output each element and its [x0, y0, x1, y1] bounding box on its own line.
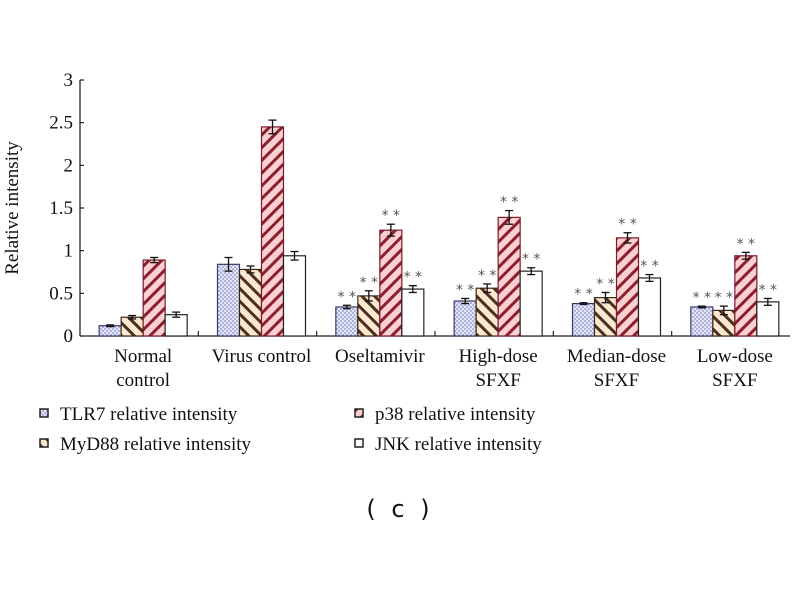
bar [142, 259, 166, 337]
bars: * ** ** ** ** ** ** ** ** ** ** ** ** * *… [98, 119, 780, 337]
category-label: High-dose [459, 346, 538, 367]
category-label: SFXF [475, 370, 520, 391]
bar-chart: 00.511.522.53 * ** ** ** ** ** ** ** ** … [2, 70, 790, 455]
bar [120, 316, 144, 337]
legend: TLR7 relative intensity MyD88 relative in… [39, 404, 542, 455]
bar [260, 126, 285, 337]
category-label: Low-dose [697, 346, 773, 367]
bar [379, 229, 403, 337]
y-tick-label: 1.5 [49, 198, 73, 219]
y-axis-label: Relative intensity [2, 141, 23, 275]
significance-marker: * * [478, 268, 496, 284]
bar [475, 287, 499, 337]
legend-label: TLR7 relative intensity [60, 404, 238, 425]
y-tick-label: 3 [64, 70, 74, 91]
legend-swatch [39, 438, 49, 448]
bar [690, 306, 714, 337]
bar [615, 237, 640, 337]
bar [335, 306, 359, 337]
bar [282, 255, 307, 337]
category-label: control [116, 370, 170, 391]
legend-swatch [39, 408, 49, 418]
significance-marker: * * [759, 282, 777, 298]
significance-marker: * * [640, 259, 658, 275]
bar [637, 277, 662, 337]
bar [238, 268, 263, 337]
y-tick-label: 0.5 [49, 283, 73, 304]
significance-marker: * * [382, 208, 400, 224]
significance-marker: * * [338, 289, 356, 305]
category-label: SFXF [594, 370, 639, 391]
bar [734, 255, 758, 337]
bar [519, 270, 543, 337]
significance-marker: * * [715, 290, 733, 306]
legend-swatch [354, 408, 364, 418]
category-label: Virus control [212, 346, 312, 367]
significance-marker: * * [456, 282, 474, 298]
significance-marker: * * [693, 290, 711, 306]
significance-marker: * * [404, 270, 422, 286]
y-tick-label: 1 [64, 241, 74, 262]
legend-label: MyD88 relative intensity [60, 434, 252, 455]
y-tick-label: 2 [64, 155, 74, 176]
category-labels: Normal control Virus control Oseltamivir Hig… [114, 346, 773, 391]
category-label: Oseltamivir [335, 346, 425, 367]
significance-marker: * * [618, 217, 636, 233]
bar [571, 302, 596, 337]
legend-swatch [354, 438, 364, 448]
legend-label: p38 relative intensity [375, 404, 536, 425]
category-label: Median-dose [567, 346, 666, 367]
bar [357, 295, 381, 337]
category-label: Normal [114, 346, 172, 367]
bar [401, 288, 425, 337]
category-label: SFXF [712, 370, 757, 391]
bar [497, 216, 521, 337]
bar [216, 263, 241, 337]
bar [453, 300, 477, 337]
significance-marker: * * [360, 275, 378, 291]
significance-marker: * * [737, 236, 755, 252]
panel-label: ( c ) [366, 495, 434, 523]
significance-marker: * * [574, 287, 592, 303]
significance-marker: * * [522, 252, 540, 268]
bar [756, 301, 780, 337]
bar [98, 325, 122, 337]
legend-label: JNK relative intensity [375, 434, 542, 455]
axes: 0 0.5 1 1.5 2 2.5 3 [49, 70, 790, 347]
significance-marker: * * [596, 276, 614, 292]
y-tick-label: 2.5 [49, 113, 73, 134]
y-tick-label: 0 [64, 326, 74, 347]
significance-marker: * * [500, 195, 518, 211]
